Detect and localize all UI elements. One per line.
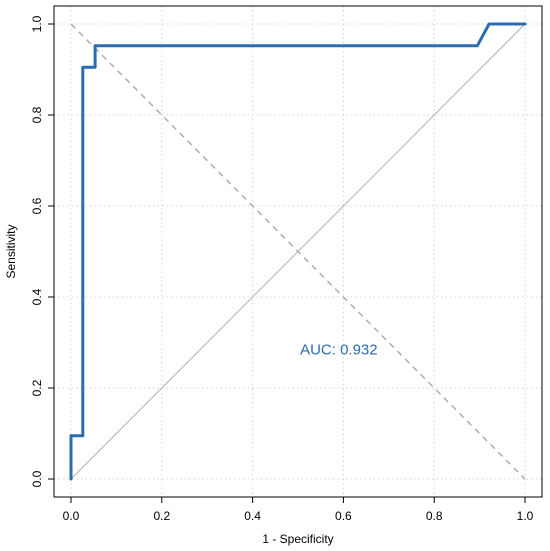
x-tick-label: 0.8 [426, 509, 443, 523]
grid-lines [54, 6, 542, 497]
auc-annotation: AUC: 0.932 [300, 341, 378, 358]
x-axis-title: 1 - Specificity [262, 532, 333, 546]
reference-lines [70, 23, 526, 480]
plot-frame [53, 5, 543, 498]
y-axis-title: Sensitivity [4, 224, 18, 278]
y-tick-label: 0.2 [30, 379, 44, 396]
y-tick-label: 0.6 [30, 197, 44, 214]
roc-curve-line [69, 22, 527, 481]
x-tick-label: 0.4 [244, 509, 261, 523]
x-tick-label: 0.0 [63, 509, 80, 523]
x-axis: 0.0 0.2 0.4 0.6 0.8 1.0 [63, 497, 534, 523]
x-tick-label: 1.0 [517, 509, 534, 523]
y-tick-label: 0.0 [30, 470, 44, 487]
y-tick-label: 0.4 [30, 288, 44, 305]
reference-line-dashed [70, 23, 526, 480]
y-axis: 0.0 0.2 0.4 0.6 0.8 1.0 [30, 15, 54, 487]
y-tick-label: 0.8 [30, 106, 44, 123]
x-tick-label: 0.6 [335, 509, 352, 523]
x-tick-label: 0.2 [153, 509, 170, 523]
y-tick-label: 1.0 [30, 15, 44, 32]
roc-curve-group [69, 22, 527, 481]
